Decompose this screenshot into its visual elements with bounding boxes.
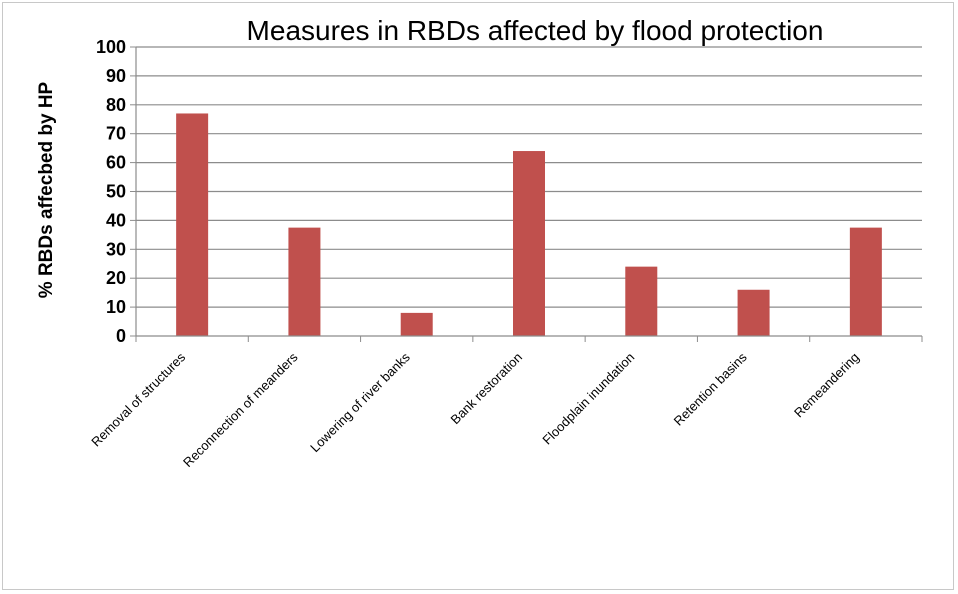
y-tick-label: 30 <box>106 239 126 259</box>
y-axis-label: % RBDs affecbed by HP <box>36 81 57 298</box>
x-category-label: Lowering of river banks <box>307 349 413 455</box>
y-tick-label: 80 <box>106 95 126 115</box>
y-tick-labels: 0 10 20 30 40 50 60 70 80 90 100 <box>96 37 136 346</box>
y-tick-label: 50 <box>106 182 126 202</box>
y-tick-label: 90 <box>106 66 126 86</box>
y-tick-label: 70 <box>106 124 126 144</box>
bar <box>737 289 770 336</box>
bar <box>625 266 658 336</box>
x-category-label: Floodplain inundation <box>539 350 637 448</box>
bars <box>176 113 882 336</box>
x-category-label: Reconnection of meanders <box>180 349 301 470</box>
y-tick-label: 60 <box>106 153 126 173</box>
bar <box>513 151 545 336</box>
chart-title: Measures in RBDs affected by flood prote… <box>247 15 824 46</box>
x-category-label: Retention basins <box>671 349 750 428</box>
y-tick-label: 10 <box>106 297 126 317</box>
bar <box>400 312 433 336</box>
x-category-label: Bank restoration <box>448 350 526 428</box>
gridlines <box>136 46 922 308</box>
y-tick-label: 0 <box>116 326 126 346</box>
x-category-label: Removal of structures <box>88 349 188 449</box>
bar <box>288 227 321 336</box>
bar <box>176 113 209 336</box>
x-category-label: Remeandering <box>791 350 862 421</box>
y-tick-label: 20 <box>106 268 126 288</box>
bar <box>849 227 882 336</box>
y-tick-label: 40 <box>106 210 126 230</box>
y-tick-label: 100 <box>96 37 126 57</box>
